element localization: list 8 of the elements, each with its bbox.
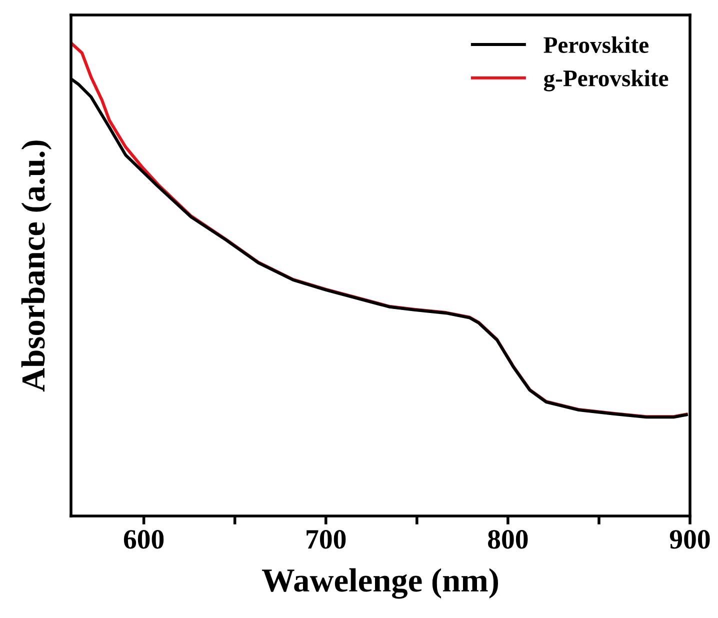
x-tick-label: 900 [670,530,710,549]
x-tick-label: 700 [306,530,346,549]
x-tick-label: 800 [488,530,528,549]
legend-label: Perovskite [544,36,648,54]
x-axis-title: Wawelenge (nm) [262,568,498,599]
x-tick-label: 600 [124,530,164,549]
legend-label: g-Perovskite [544,70,668,92]
y-axis-title: Absorbance (a.u.) [21,140,52,392]
